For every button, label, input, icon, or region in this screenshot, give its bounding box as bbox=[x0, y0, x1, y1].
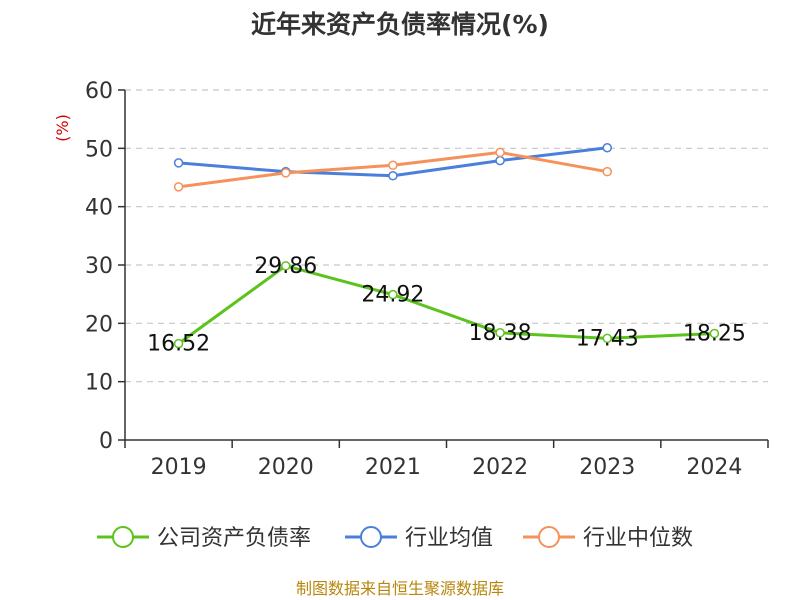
x-tick-label: 2021 bbox=[365, 455, 421, 480]
y-tick-label: 10 bbox=[85, 371, 113, 396]
data-point bbox=[388, 160, 398, 170]
legend-swatch-marker bbox=[360, 526, 382, 548]
y-tick-label: 60 bbox=[85, 79, 113, 104]
source-footer: 制图数据来自恒生聚源数据库 bbox=[296, 579, 504, 598]
y-tick-label: 50 bbox=[85, 137, 113, 162]
data-label: 17.43 bbox=[576, 326, 639, 351]
legend-label: 行业均值 bbox=[405, 526, 493, 551]
legend: 公司资产负债率 行业均值 行业中位数 bbox=[97, 526, 693, 551]
data-point bbox=[388, 171, 398, 181]
x-tick-label: 2023 bbox=[579, 455, 635, 480]
series-line bbox=[177, 264, 715, 345]
data-label: 18.25 bbox=[683, 322, 746, 347]
data-label: 24.92 bbox=[361, 283, 424, 308]
chart-title: 近年来资产负债率情况(%) bbox=[251, 10, 549, 39]
x-tick-label: 2020 bbox=[258, 455, 314, 480]
data-label: 18.38 bbox=[469, 321, 532, 346]
data-point bbox=[173, 338, 184, 349]
legend-item: 公司资产负债率 bbox=[97, 526, 311, 551]
data-point bbox=[281, 168, 291, 178]
x-tick-label: 2022 bbox=[472, 455, 528, 480]
legend-label: 行业中位数 bbox=[583, 526, 693, 551]
data-point bbox=[709, 328, 720, 339]
data-point bbox=[495, 328, 505, 338]
data-point bbox=[173, 158, 184, 168]
legend-label: 公司资产负债率 bbox=[157, 526, 311, 551]
legend-item: 行业均值 bbox=[345, 526, 493, 551]
x-tick-label: 2019 bbox=[151, 455, 207, 480]
data-point bbox=[602, 143, 612, 153]
data-point bbox=[388, 289, 398, 300]
data-point bbox=[495, 155, 505, 166]
x-tick-label: 2024 bbox=[686, 455, 742, 480]
data-label: 16.52 bbox=[147, 332, 210, 357]
y-tick-label: 30 bbox=[85, 254, 113, 279]
data-point bbox=[495, 147, 505, 158]
data-point bbox=[173, 182, 184, 192]
legend-swatch-marker bbox=[112, 526, 134, 548]
data-label: 29.86 bbox=[254, 254, 317, 279]
data-point bbox=[602, 166, 612, 177]
legend-swatch-marker bbox=[538, 526, 560, 548]
grid-lines bbox=[125, 89, 768, 383]
data-point bbox=[602, 333, 612, 344]
data-point bbox=[281, 261, 291, 271]
y-tick-label: 0 bbox=[99, 429, 113, 454]
legend-item: 行业中位数 bbox=[523, 526, 693, 551]
y-axis-unit: (%) bbox=[53, 114, 72, 142]
y-tick-label: 40 bbox=[85, 196, 113, 221]
series-layer bbox=[173, 143, 720, 349]
data-labels: 16.52 29.86 24.92 18.38 17.43 18.25 bbox=[147, 254, 746, 357]
y-tick-label: 20 bbox=[85, 312, 113, 337]
axes: 0 10 20 30 40 50 60 2019 2020 2021 2022 2023 2024 bbox=[85, 79, 769, 480]
